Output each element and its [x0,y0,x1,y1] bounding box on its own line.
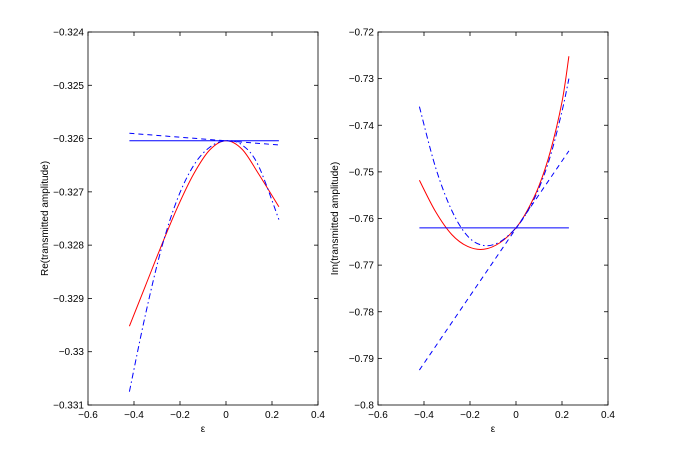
y-tick-label: −0.327 [53,187,84,198]
series-0-solid-line [128,140,280,327]
series-2-dashed-line [129,132,279,146]
series-1-dashdot-line [128,140,280,392]
x-tick-label: −0.4 [414,410,434,421]
re-amplitude-chart: −0.6 −0.4 −0.2 0 0.2 0.4 −0.324 −0.325 −0.326 −0.… [40,28,325,436]
y-tick-label: −0.326 [53,134,84,145]
y-tick-label: −0.328 [53,241,84,252]
im-amplitude-chart: −0.6 −0.4 −0.2 0 0.2 0.4 −0.72 −0.73 −0.74 −0.75 −… [330,28,615,436]
y-tick-label: −0.78 [349,307,375,318]
x-axis-label: ε [201,424,206,435]
y-tick-label: −0.79 [349,354,375,365]
y-tick-label: −0.324 [53,28,84,39]
x-axis-label: ε [491,424,496,435]
y-tick-label: −0.75 [349,167,375,178]
y-tick-label: −0.33 [59,347,85,358]
y-tick-label: −0.72 [349,28,375,39]
x-tick-label: −0.2 [170,410,190,421]
x-tick-label: 0.4 [601,410,615,421]
x-tick-label: 0 [513,410,519,421]
x-tick-label: 0.2 [265,410,279,421]
x-tick-label: −0.6 [368,410,388,421]
y-tick-label: −0.77 [349,261,375,272]
y-axis-label: Im(transmitted amplitude) [330,162,341,275]
x-tick-label: 0.2 [555,410,569,421]
series-1-dashdot-line [418,78,570,247]
y-tick-label: −0.74 [349,121,375,132]
y-tick-label: −0.73 [349,74,375,85]
x-tick-label: −0.6 [78,410,98,421]
y-tick-label: −0.329 [53,294,84,305]
plot-frame [377,31,609,406]
x-tick-label: 0 [223,410,229,421]
x-tick-label: −0.4 [124,410,144,421]
y-axis-label: Re(transmitted amplitude) [40,161,51,276]
plot-frame [87,31,319,406]
series-0-solid-line [418,56,570,250]
y-tick-label: −0.8 [354,401,374,412]
y-tick-label: −0.325 [53,81,84,92]
x-tick-label: −0.2 [460,410,480,421]
y-tick-label: −0.331 [53,401,84,412]
series-2-dashed-line [418,150,570,371]
y-tick-label: −0.76 [349,214,375,225]
x-tick-label: 0.4 [311,410,325,421]
